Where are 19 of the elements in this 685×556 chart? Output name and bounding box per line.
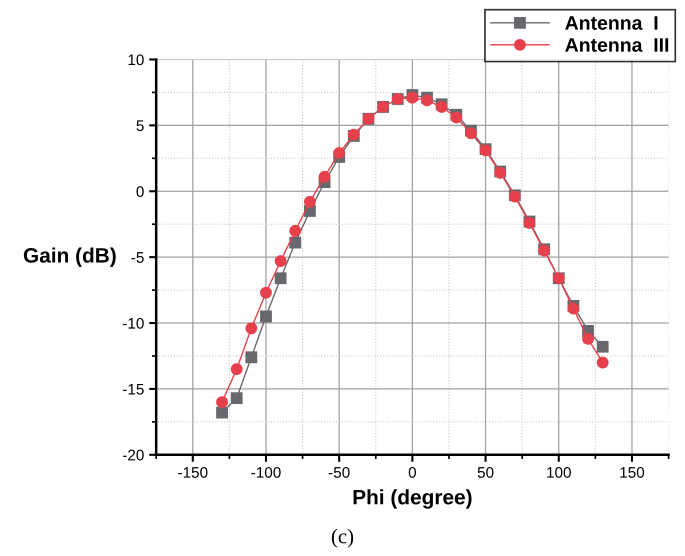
y-tick-label: 5 bbox=[136, 120, 144, 132]
x-tick-label: 0 bbox=[408, 467, 416, 478]
x-tick-label: -100 bbox=[251, 467, 281, 478]
x-tick-label: 50 bbox=[478, 467, 494, 478]
y-tick-label: -5 bbox=[131, 252, 144, 263]
x-tick-label: 100 bbox=[547, 467, 571, 478]
legend-label: Antenna III bbox=[565, 38, 668, 52]
x-axis-title: Phi (degree) bbox=[354, 489, 472, 509]
x-tick-label: -50 bbox=[328, 467, 350, 478]
legend-label: Antenna I bbox=[565, 16, 658, 30]
y-tick-label: -15 bbox=[122, 384, 144, 395]
y-tick-label: 0 bbox=[136, 186, 144, 197]
y-axis-title: Gain (dB) bbox=[24, 247, 116, 267]
y-tick-label: -10 bbox=[122, 318, 144, 329]
x-tick-label: 150 bbox=[620, 467, 644, 478]
x-tick-label: -150 bbox=[178, 467, 208, 478]
text: (c) bbox=[332, 528, 354, 548]
y-tick-label: -20 bbox=[122, 450, 144, 460]
y-tick-label: 10 bbox=[128, 54, 144, 66]
